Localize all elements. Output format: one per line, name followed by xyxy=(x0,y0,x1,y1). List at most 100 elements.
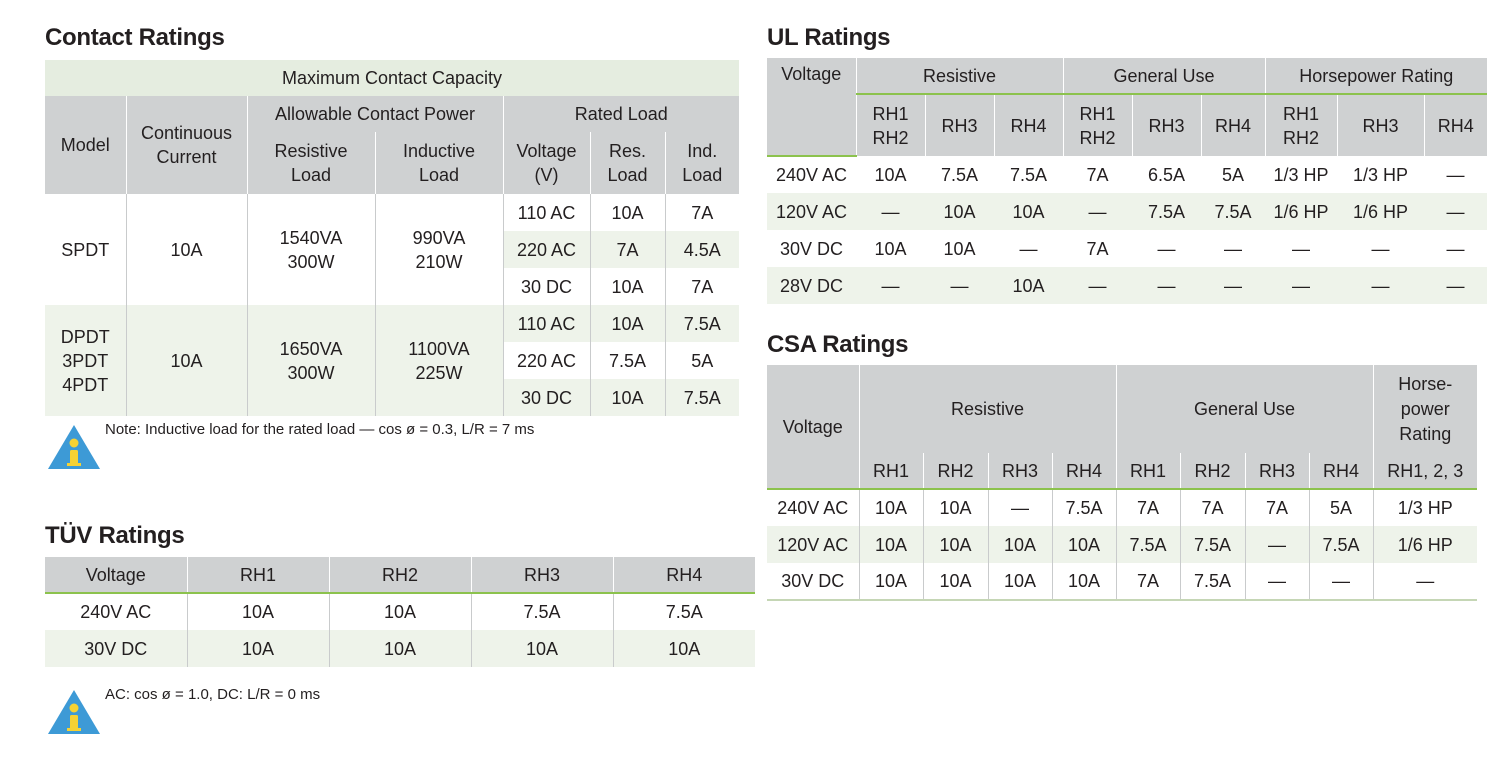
inductive-power-cell: 990VA 210W xyxy=(374,194,503,305)
ul-rh1-rh2-header: RH1 RH2 xyxy=(1264,94,1338,156)
res-load-header: Res. Load xyxy=(589,132,665,194)
csa-rh4-header: RH4 xyxy=(1308,453,1374,490)
voltage-v-header: Voltage (V) xyxy=(502,132,590,194)
table-row: 30V DC 10A 10A 10A 10A xyxy=(45,630,755,667)
voltage-cell: 30 DC xyxy=(502,268,590,305)
csa-cell: 30V DC xyxy=(781,571,845,591)
table-row: 30 DC 10A 7.5A xyxy=(45,379,740,416)
ul-cell: 10A xyxy=(1012,201,1045,222)
resistive-power-cell: 1540VA 300W xyxy=(246,194,375,305)
contact-note: Note: Inductive load for the rated load … xyxy=(105,421,535,438)
csa-cell: 7A xyxy=(1115,489,1181,526)
tuv-ratings-table: Voltage RH1 RH2 RH3 RH4 240V AC 10A 10A … xyxy=(45,557,755,667)
rated-load-header: Rated Load xyxy=(502,96,740,132)
ul-cell: 1/3 HP xyxy=(1273,164,1329,185)
tuv-cell: 10A xyxy=(328,593,471,630)
ul-cell: 7.5A xyxy=(1214,201,1252,222)
csa-rh123-header: RH1, 2, 3 xyxy=(1372,453,1478,490)
ul-cell: 6.5A xyxy=(1148,164,1186,185)
ul-cell: 7.5A xyxy=(1148,201,1186,222)
contact-ratings-title: Contact Ratings xyxy=(45,24,225,51)
ul-cell: 10A xyxy=(874,238,907,259)
ind-cell: 4.5A xyxy=(664,231,740,268)
csa-cell: 10A xyxy=(858,489,923,526)
csa-cell: 7.5A xyxy=(1051,489,1117,526)
ul-cell: 28V DC xyxy=(779,275,844,296)
res-cell: 10A xyxy=(589,268,665,305)
table-row: 220 AC 7.5A 5A xyxy=(45,342,740,379)
ul-cell: — xyxy=(1088,275,1107,296)
tuv-voltage-header: Voltage xyxy=(45,557,187,594)
model-cell: DPDT 3PDT 4PDT xyxy=(45,305,126,416)
ul-cell: — xyxy=(1446,275,1465,296)
csa-cell: — xyxy=(1244,563,1310,600)
ul-rh4-header: RH4 xyxy=(1423,94,1488,156)
ul-cell: — xyxy=(1157,275,1176,296)
table-row: 120V AC — 10A 10A — 7.5A 7.5A 1/6 HP 1/6… xyxy=(767,193,1488,230)
ul-cell: — xyxy=(1446,238,1465,259)
current-cell: 10A xyxy=(125,305,247,416)
csa-general-use-header: General Use xyxy=(1115,365,1374,453)
csa-cell: — xyxy=(987,489,1052,526)
tuv-cell: 7.5A xyxy=(470,593,613,630)
ul-cell: — xyxy=(950,275,969,296)
ul-cell: — xyxy=(1157,238,1176,259)
ul-cell: 7.5A xyxy=(1009,164,1048,185)
table-row: 240V AC 10A 10A — 7.5A 7A 7A 7A 5A 1/3 H… xyxy=(767,489,1478,526)
csa-cell: 5A xyxy=(1308,489,1374,526)
csa-cell: 10A xyxy=(922,526,988,563)
csa-voltage-header: Voltage xyxy=(767,365,859,490)
table-row: 240V AC 10A 10A 7.5A 7.5A xyxy=(45,593,755,630)
resistive-load-header: Resistive Load xyxy=(246,132,375,194)
resistive-power-cell: 1650VA 300W xyxy=(246,305,375,416)
csa-cell: 10A xyxy=(922,489,988,526)
csa-cell: 7.5A xyxy=(1179,526,1246,563)
tuv-cell: 10A xyxy=(186,593,329,630)
voltage-cell: 220 AC xyxy=(502,342,590,379)
csa-cell: 7A xyxy=(1179,489,1246,526)
table-row: 240V AC 10A 7.5A 7.5A 7A 6.5A 5A 1/3 HP … xyxy=(767,156,1488,193)
ul-cell: 1/6 HP xyxy=(1353,201,1409,222)
ul-cell: — xyxy=(1371,238,1390,259)
ul-cell: — xyxy=(881,275,900,296)
tuv-note: AC: cos ø = 1.0, DC: L/R = 0 ms xyxy=(105,686,321,703)
csa-cell: 1/3 HP xyxy=(1372,489,1478,526)
ul-cell: 120V AC xyxy=(775,201,848,222)
ul-ratings-table: Voltage Resistive General Use Horsepower… xyxy=(767,58,1488,304)
ul-cell: 10A xyxy=(1012,275,1045,296)
current-cell: 10A xyxy=(125,194,247,305)
res-cell: 7A xyxy=(589,231,665,268)
ul-general-use-header: General Use xyxy=(1062,58,1266,95)
ind-cell: 5A xyxy=(664,342,740,379)
table-row: 120V AC 10A 10A 10A 10A 7.5A 7.5A — 7.5A… xyxy=(767,526,1478,563)
csa-cell: 10A xyxy=(1051,563,1117,600)
inductive-power-cell: 1100VA 225W xyxy=(374,305,503,416)
csa-cell: 1/6 HP xyxy=(1372,526,1478,563)
csa-rh3-header: RH3 xyxy=(1244,453,1310,490)
info-icon xyxy=(48,690,100,734)
ul-cell: — xyxy=(1019,238,1038,259)
csa-rh3-header: RH3 xyxy=(987,453,1052,490)
tuv-cell: 240V AC xyxy=(80,602,152,622)
ul-rh3-header: RH3 xyxy=(924,94,994,156)
res-cell: 10A xyxy=(589,305,665,342)
ul-cell: 10A xyxy=(874,164,907,185)
ul-voltage-header: Voltage xyxy=(767,58,856,157)
csa-cell: 7.5A xyxy=(1179,563,1246,600)
table-row: 30V DC 10A 10A 10A 10A 7A 7.5A — — — xyxy=(767,563,1478,600)
csa-cell: 7A xyxy=(1115,563,1181,600)
csa-cell: 120V AC xyxy=(777,534,849,555)
table-row: 30 DC 10A 7A xyxy=(45,268,740,305)
ind-cell: 7A xyxy=(664,194,740,231)
continuous-current-header: Continuous Current xyxy=(125,96,247,194)
voltage-cell: 110 AC xyxy=(502,194,590,231)
table-row: 28V DC — — 10A — — — — — — xyxy=(767,267,1488,304)
ul-cell: 10A xyxy=(943,238,976,259)
ul-cell: — xyxy=(1224,238,1243,259)
csa-cell: 240V AC xyxy=(777,498,849,518)
allowable-power-header: Allowable Contact Power xyxy=(246,96,503,132)
ul-cell: 10A xyxy=(943,201,976,222)
tuv-rh2-header: RH2 xyxy=(328,557,471,594)
ul-cell: — xyxy=(1446,164,1465,185)
ul-rh1-rh2-header: RH1 RH2 xyxy=(855,94,925,156)
